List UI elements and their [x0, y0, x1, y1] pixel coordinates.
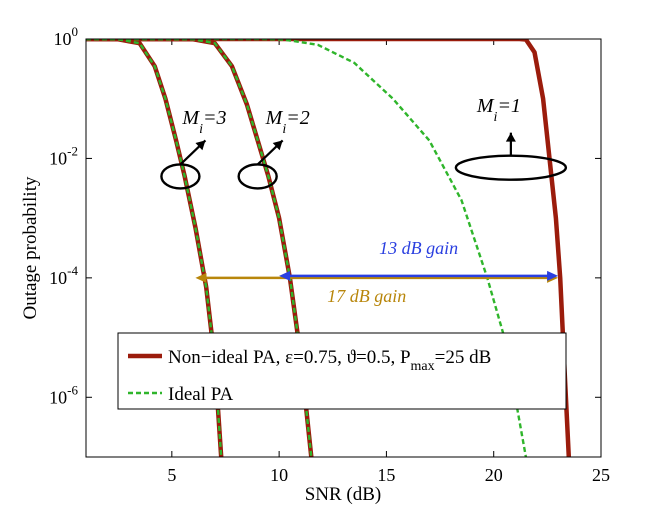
- legend-label-nonideal: Non−ideal PA, ε=0.75, ϑ=0.5, Pmax=25 dB: [168, 347, 491, 374]
- x-axis-label: SNR (dB): [305, 484, 382, 505]
- y-tick-label: 10-6: [49, 382, 78, 407]
- annotation-label-mi1: Mi=1: [476, 95, 521, 125]
- gain13-arrow-head-left: [279, 270, 291, 281]
- legend-box: [117, 332, 567, 410]
- gain17-arrow-head-left: [195, 272, 207, 283]
- gain13-arrow-head-right: [547, 270, 559, 281]
- y-tick-label: 100: [54, 24, 79, 49]
- y-tick-label: 10-4: [49, 263, 78, 288]
- annotation-arrowhead-mi3: [195, 140, 206, 151]
- x-tick-label: 5: [167, 465, 176, 485]
- x-tick-label: 15: [377, 465, 395, 485]
- x-tick-label: 10: [270, 465, 288, 485]
- annotation-label-mi2: Mi=2: [265, 107, 310, 137]
- legend-label-ideal: Ideal PA: [168, 384, 234, 405]
- annotation-arrowhead-mi2: [272, 140, 283, 151]
- x-tick-label: 20: [485, 465, 503, 485]
- annotation-arrowhead-mi1: [505, 132, 516, 142]
- series-line-nonideal: [86, 39, 224, 457]
- gain13-arrow: [279, 270, 559, 281]
- x-tick-label: 25: [592, 465, 610, 485]
- gain13-label: 13 dB gain: [379, 238, 458, 258]
- plot-frame: [85, 38, 602, 458]
- annotation-label-mi3: Mi=3: [181, 107, 226, 137]
- y-axis-label: Outage probability: [20, 176, 41, 319]
- series-line-ideal: [86, 39, 313, 457]
- gain17-label: 17 dB gain: [327, 286, 406, 306]
- y-tick-label: 10-2: [49, 143, 78, 168]
